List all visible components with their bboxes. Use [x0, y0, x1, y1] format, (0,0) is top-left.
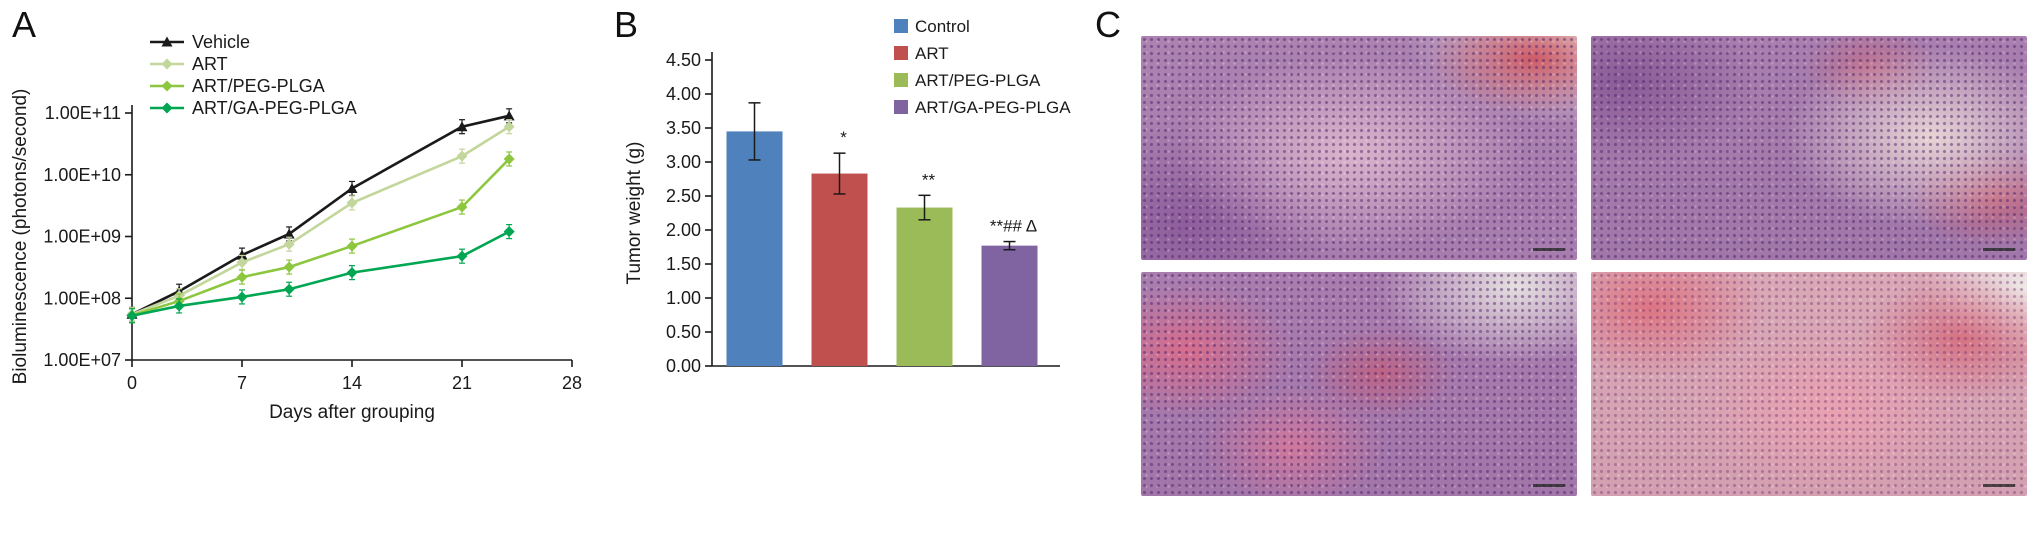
- legend-swatch: [894, 46, 908, 60]
- y-tick-label: 2.00: [666, 220, 701, 240]
- series-marker: [283, 283, 295, 295]
- panel-c: C: [1095, 0, 2032, 547]
- series-marker: [456, 250, 468, 262]
- series-marker: [346, 240, 358, 252]
- series-marker: [456, 121, 468, 132]
- bar-ART: [811, 173, 868, 366]
- series-line: [131, 114, 510, 316]
- legend-label: Control: [915, 17, 970, 36]
- scale-bar: [1533, 484, 1565, 487]
- y-tick-label: 1.00: [666, 288, 701, 308]
- y-tick-label: 2.50: [666, 186, 701, 206]
- legend-label: ART/PEG-PLGA: [915, 71, 1041, 90]
- histology-image-bottom-left: [1141, 272, 1577, 496]
- legend-label: ART/PEG-PLGA: [192, 76, 325, 96]
- x-tick-label: 7: [237, 373, 247, 393]
- tumor-weight-bar-chart: 0.00 0.50 1.00 1.50 2.00 2.50 3.00 3.50 4.00 4.50…: [624, 17, 1071, 376]
- y-tick-label: 1.00E+07: [43, 350, 121, 370]
- x-tick-label: 0: [127, 373, 137, 393]
- panel-a-label: A: [12, 4, 37, 45]
- y-axis-label: Bioluminescence (photons/second): [10, 89, 31, 385]
- y-tick-label: 0.00: [666, 356, 701, 376]
- x-tick-label: 14: [342, 373, 362, 393]
- legend-label: ART/GA-PEG-PLGA: [192, 98, 357, 118]
- series-marker: [161, 36, 173, 47]
- series-marker: [161, 58, 173, 70]
- series-marker: [503, 110, 515, 121]
- series-marker: [346, 267, 358, 279]
- y-tick-label: 4.50: [666, 50, 701, 70]
- series-marker: [236, 249, 248, 260]
- significance-annotation: **## Δ: [990, 217, 1037, 236]
- series-marker: [283, 261, 295, 273]
- series-marker: [503, 121, 515, 133]
- y-tick-label: 4.00: [666, 84, 701, 104]
- legend-swatch: [894, 19, 908, 33]
- legend-label: ART: [915, 44, 949, 63]
- series-line: [131, 230, 510, 318]
- legend-swatch: [894, 100, 908, 114]
- x-axis-label: Days after grouping: [269, 402, 435, 423]
- y-tick-label: 1.00E+11: [45, 103, 121, 123]
- series-marker: [236, 271, 248, 283]
- bar-ART/GA-PEG-PLGA: [981, 245, 1038, 366]
- y-tick-label: 1.00E+10: [43, 165, 121, 185]
- histology-grid: [1141, 36, 2027, 496]
- scale-bar: [1983, 484, 2015, 487]
- panel-b: B 0.00 0.50 1.00 1.50 2.00 2.50 3.00 3.50 4.00 4.…: [600, 0, 1100, 547]
- y-axis-label: Tumor weight (g): [624, 142, 645, 285]
- histology-image-top-left: [1141, 36, 1577, 260]
- series-marker: [173, 300, 185, 312]
- series-marker: [236, 256, 248, 268]
- series-marker: [161, 80, 173, 92]
- scale-bar: [1533, 248, 1565, 251]
- significance-annotation: *: [840, 128, 847, 147]
- series-marker: [503, 226, 515, 238]
- series-marker: [503, 153, 515, 165]
- legend-label: Vehicle: [192, 32, 250, 52]
- y-tick-label: 3.50: [666, 118, 701, 138]
- legend-swatch: [894, 73, 908, 87]
- x-tick-label: 21: [452, 373, 472, 393]
- legend: Control ART ART/PEG-PLGA ART/GA-PEG-PLGA: [894, 17, 1071, 117]
- histology-image-top-right: [1591, 36, 2027, 260]
- series-marker: [456, 150, 468, 162]
- y-tick-label: 1.00E+08: [43, 288, 121, 308]
- significance-annotation: **: [922, 170, 936, 189]
- series-marker: [283, 228, 295, 239]
- bioluminescence-line-chart: 1.00E+07 1.00E+08 1.00E+09 1.00E+10 1.00E+11…: [10, 32, 582, 423]
- series-marker: [126, 310, 138, 322]
- series-marker: [283, 238, 295, 250]
- series-marker: [346, 197, 358, 209]
- legend-label: ART/GA-PEG-PLGA: [915, 98, 1071, 117]
- panel-b-label: B: [614, 4, 639, 45]
- bar-Control: [726, 131, 783, 366]
- legend-label: ART: [192, 54, 228, 74]
- y-tick-label: 1.00E+09: [43, 227, 121, 247]
- series-marker: [236, 291, 248, 303]
- series-marker: [161, 102, 173, 114]
- series-marker: [456, 201, 468, 213]
- panel-c-label: C: [1095, 4, 1121, 45]
- y-tick-label: 0.50: [666, 322, 701, 342]
- series-marker: [346, 182, 358, 193]
- y-tick-label: 3.00: [666, 152, 701, 172]
- scale-bar: [1983, 248, 2015, 251]
- y-tick-label: 1.50: [666, 254, 701, 274]
- panel-a: A 1.00E+07 1.00E+08 1.00E+09 1.00E+10 1.00E+…: [0, 0, 600, 547]
- x-tick-label: 28: [562, 373, 582, 393]
- bar-ART/PEG-PLGA: [896, 207, 953, 366]
- histology-image-bottom-right: [1591, 272, 2027, 496]
